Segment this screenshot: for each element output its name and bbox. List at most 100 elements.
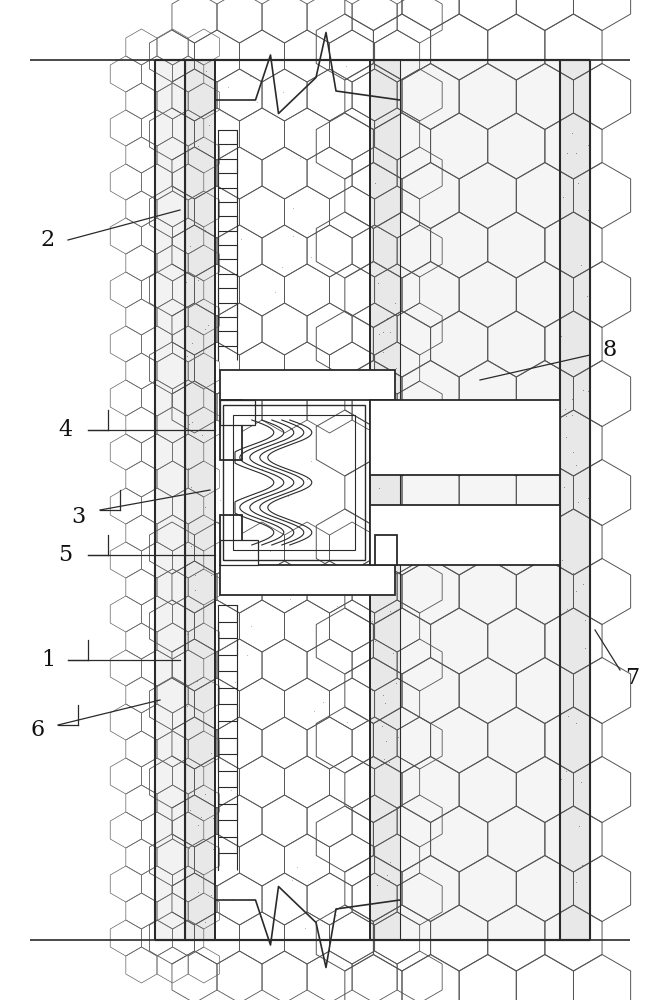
Point (511, 536, 521, 552)
Point (556, 328, 566, 344)
Point (196, 678, 207, 694)
Point (479, 443, 490, 459)
Point (327, 576, 337, 592)
Point (341, 714, 352, 730)
Polygon shape (155, 60, 185, 940)
Point (284, 591, 295, 607)
Point (557, 552, 568, 568)
Point (199, 499, 210, 515)
Point (214, 492, 225, 508)
Point (186, 414, 197, 430)
Point (251, 94, 262, 110)
Point (200, 321, 211, 337)
Point (583, 202, 593, 218)
Point (582, 137, 593, 153)
Point (223, 79, 234, 95)
Point (374, 326, 384, 342)
Point (251, 374, 261, 390)
Point (374, 540, 385, 556)
Point (183, 840, 194, 856)
Point (300, 920, 310, 936)
Point (183, 416, 194, 432)
Point (377, 718, 387, 734)
Point (186, 538, 197, 554)
Point (381, 867, 392, 883)
Point (534, 454, 544, 470)
Point (576, 774, 586, 790)
Bar (375, 400, 397, 430)
Point (462, 503, 473, 519)
Point (578, 382, 588, 398)
Text: 5: 5 (58, 544, 72, 566)
Point (264, 543, 275, 559)
Point (375, 419, 385, 435)
Point (369, 175, 380, 191)
Point (190, 133, 201, 149)
Point (382, 506, 393, 522)
Point (230, 674, 241, 690)
Polygon shape (400, 60, 560, 940)
Bar (375, 535, 397, 565)
Point (185, 479, 196, 495)
Point (195, 809, 206, 825)
Point (373, 275, 383, 291)
Point (302, 377, 313, 393)
Point (379, 751, 389, 767)
Point (562, 601, 572, 617)
Point (582, 288, 593, 304)
Point (462, 510, 473, 526)
Point (183, 460, 193, 476)
Point (387, 645, 398, 661)
Point (424, 517, 435, 533)
Point (200, 786, 211, 802)
Point (560, 429, 571, 445)
Bar (370, 505, 560, 565)
Point (504, 465, 515, 481)
Point (395, 405, 406, 421)
Point (203, 317, 214, 333)
Point (282, 488, 293, 504)
Point (529, 525, 539, 541)
Point (580, 612, 591, 628)
Point (560, 408, 571, 424)
Point (563, 708, 574, 724)
Point (567, 407, 578, 423)
Point (391, 529, 401, 545)
Point (309, 703, 319, 719)
Point (201, 63, 211, 79)
Point (321, 567, 331, 583)
Point (376, 756, 386, 772)
Point (391, 360, 401, 376)
Polygon shape (215, 60, 370, 940)
Point (372, 877, 383, 893)
Point (568, 565, 579, 581)
Point (346, 371, 357, 387)
Point (349, 578, 360, 594)
Point (288, 228, 298, 244)
Point (570, 457, 581, 473)
Point (583, 371, 594, 387)
Polygon shape (185, 60, 215, 940)
Point (373, 411, 383, 427)
Point (181, 274, 191, 290)
Point (393, 729, 404, 745)
Point (544, 464, 555, 480)
Point (231, 609, 242, 625)
Point (543, 418, 553, 434)
Point (380, 695, 391, 711)
Point (384, 872, 395, 888)
Point (385, 854, 395, 870)
Point (571, 874, 581, 890)
Point (570, 715, 581, 731)
Point (385, 603, 396, 619)
Point (288, 200, 298, 216)
Point (416, 429, 426, 445)
Point (186, 335, 197, 351)
Point (277, 631, 288, 647)
Point (275, 433, 286, 449)
Point (374, 480, 384, 496)
Point (420, 457, 430, 473)
Point (389, 295, 400, 311)
Point (200, 914, 211, 930)
Point (385, 324, 395, 340)
